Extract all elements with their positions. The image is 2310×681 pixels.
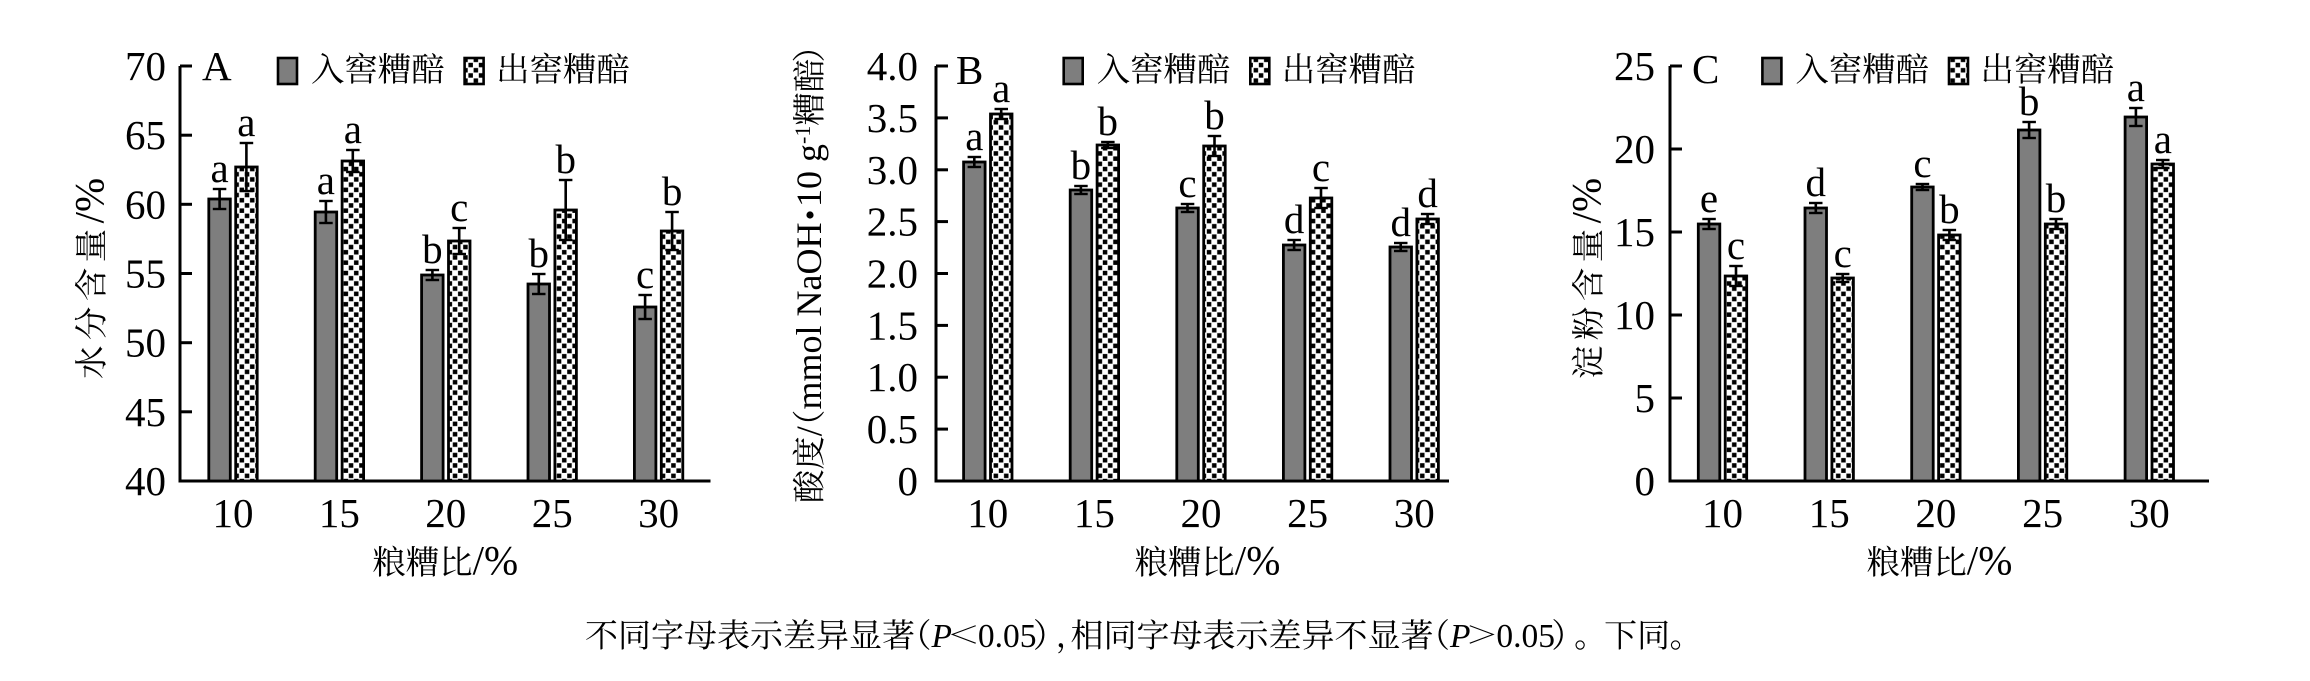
svg-text:b: b <box>555 136 576 182</box>
svg-text:30: 30 <box>2129 490 2170 536</box>
svg-text:c: c <box>1727 222 1745 268</box>
svg-text:a: a <box>992 65 1010 111</box>
svg-text:20: 20 <box>425 490 466 536</box>
svg-text:/%: /% <box>1967 537 2013 583</box>
svg-text:30: 30 <box>638 490 679 536</box>
svg-text:c: c <box>1834 230 1852 276</box>
svg-text:0.05: 0.05 <box>1496 618 1555 655</box>
svg-text:b: b <box>1098 98 1119 144</box>
svg-text:e: e <box>1700 175 1718 221</box>
svg-text:b: b <box>1939 186 1960 232</box>
svg-text:a: a <box>317 157 335 203</box>
svg-text:a: a <box>2127 64 2145 110</box>
svg-text:/%: /% <box>1563 178 1609 224</box>
svg-text:b: b <box>1204 92 1225 138</box>
svg-text:c: c <box>1312 144 1330 190</box>
svg-text:a: a <box>2154 116 2172 162</box>
svg-text:15: 15 <box>1614 209 1655 255</box>
svg-text:60: 60 <box>125 181 166 227</box>
svg-text:20: 20 <box>1181 490 1222 536</box>
svg-text:a: a <box>210 145 228 191</box>
svg-text:a: a <box>965 113 983 159</box>
svg-text:b: b <box>529 230 550 276</box>
svg-text:d: d <box>1284 196 1305 242</box>
svg-text:1.5: 1.5 <box>867 302 918 348</box>
svg-text:b: b <box>1071 142 1092 188</box>
svg-text:/: / <box>789 426 829 436</box>
svg-text:0.05: 0.05 <box>978 618 1037 655</box>
svg-text:55: 55 <box>125 251 166 297</box>
svg-text:40: 40 <box>125 458 166 504</box>
svg-text:10: 10 <box>1702 490 1743 536</box>
svg-text:5: 5 <box>1635 375 1656 421</box>
svg-text:0: 0 <box>898 458 919 504</box>
svg-text:45: 45 <box>125 389 166 435</box>
svg-text:25: 25 <box>1614 43 1655 89</box>
svg-text:B: B <box>956 47 983 93</box>
svg-text:2.5: 2.5 <box>867 199 918 245</box>
svg-text:d: d <box>1390 199 1411 245</box>
svg-text:mmol NaOH: mmol NaOH <box>789 223 829 410</box>
svg-text:10: 10 <box>967 490 1008 536</box>
svg-text:b: b <box>2019 78 2040 124</box>
svg-text:0.5: 0.5 <box>867 406 918 452</box>
svg-text:65: 65 <box>125 112 166 158</box>
svg-text:50: 50 <box>125 320 166 366</box>
svg-text:/%: /% <box>1235 537 1281 583</box>
svg-text:b: b <box>662 168 683 214</box>
svg-text:10 g: 10 g <box>789 144 829 207</box>
svg-text:3.5: 3.5 <box>867 95 918 141</box>
svg-text:b: b <box>2046 175 2067 221</box>
svg-text:c: c <box>636 251 654 297</box>
svg-text:30: 30 <box>1394 490 1435 536</box>
svg-text:c: c <box>1913 140 1931 186</box>
svg-text:10: 10 <box>213 490 254 536</box>
svg-text:d: d <box>1417 170 1438 216</box>
svg-text:P: P <box>931 618 952 655</box>
svg-text:1.0: 1.0 <box>867 354 918 400</box>
svg-text:25: 25 <box>1287 490 1328 536</box>
svg-text:4.0: 4.0 <box>867 43 918 89</box>
svg-text:15: 15 <box>319 490 360 536</box>
svg-text:b: b <box>422 226 443 272</box>
svg-text:15: 15 <box>1809 490 1850 536</box>
svg-text:0: 0 <box>1635 458 1656 504</box>
svg-text:P: P <box>1449 618 1470 655</box>
svg-text:a: a <box>237 99 255 145</box>
svg-text:d: d <box>1806 159 1827 205</box>
svg-text:25: 25 <box>532 490 573 536</box>
svg-text:/%: /% <box>66 178 112 224</box>
svg-text:2.0: 2.0 <box>867 251 918 297</box>
svg-text:C: C <box>1692 46 1719 92</box>
svg-text:20: 20 <box>1614 126 1655 172</box>
svg-text:/%: /% <box>473 537 519 583</box>
svg-text:c: c <box>1178 160 1196 206</box>
svg-text:25: 25 <box>2022 490 2063 536</box>
svg-text:-1: -1 <box>790 126 815 144</box>
svg-text:20: 20 <box>1915 490 1956 536</box>
svg-text:3.0: 3.0 <box>867 147 918 193</box>
svg-text:70: 70 <box>125 43 166 89</box>
svg-text:10: 10 <box>1614 292 1655 338</box>
svg-text:A: A <box>202 43 232 89</box>
svg-text:15: 15 <box>1074 490 1115 536</box>
svg-text:c: c <box>450 184 468 230</box>
svg-text:a: a <box>344 106 362 152</box>
